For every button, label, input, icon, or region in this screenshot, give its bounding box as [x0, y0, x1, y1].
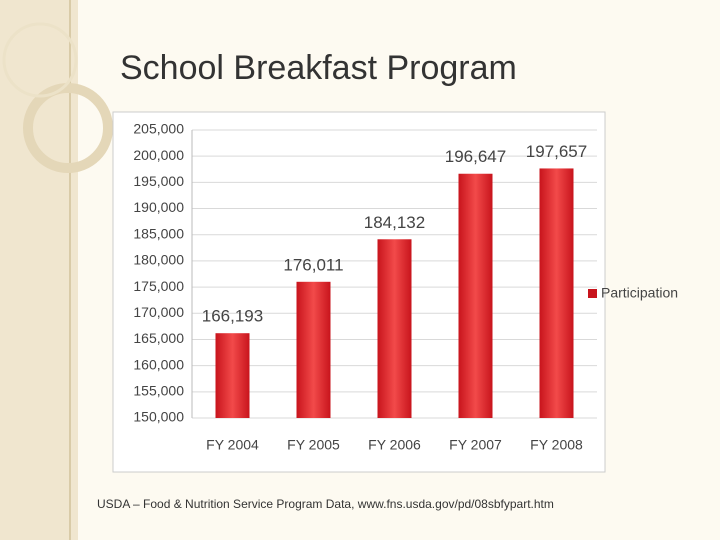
- y-tick-label: 190,000: [133, 199, 184, 215]
- x-tick-label: FY 2005: [287, 437, 340, 453]
- bar: [458, 173, 493, 418]
- y-tick-label: 185,000: [133, 225, 184, 241]
- source-note: USDA – Food & Nutrition Service Program …: [97, 497, 554, 511]
- legend-swatch: [588, 289, 597, 298]
- value-label: 184,132: [364, 213, 425, 232]
- value-label: 197,657: [526, 142, 587, 161]
- bar: [296, 281, 331, 418]
- x-tick-label: FY 2006: [368, 437, 421, 453]
- y-tick-label: 160,000: [133, 356, 184, 372]
- y-tick-label: 205,000: [133, 121, 184, 137]
- bar: [377, 239, 412, 418]
- value-label: 196,647: [445, 147, 506, 166]
- y-tick-label: 200,000: [133, 147, 184, 163]
- decor-circle: [23, 83, 113, 173]
- y-tick-label: 175,000: [133, 278, 184, 294]
- legend-label: Participation: [601, 285, 678, 301]
- x-tick-label: FY 2004: [206, 437, 259, 453]
- x-tick-label: FY 2008: [530, 437, 583, 453]
- y-tick-label: 165,000: [133, 330, 184, 346]
- chart-frame: [112, 111, 606, 473]
- y-tick-label: 170,000: [133, 304, 184, 320]
- y-tick-label: 195,000: [133, 173, 184, 189]
- value-label: 166,193: [202, 307, 263, 326]
- y-tick-label: 180,000: [133, 252, 184, 268]
- slide-title: School Breakfast Program: [120, 49, 517, 87]
- x-tick-label: FY 2007: [449, 437, 502, 453]
- y-tick-label: 155,000: [133, 383, 184, 399]
- bar: [539, 168, 574, 418]
- bar: [215, 333, 250, 418]
- y-tick-label: 150,000: [133, 409, 184, 425]
- decor-circle: [2, 22, 78, 98]
- value-label: 176,011: [283, 255, 343, 274]
